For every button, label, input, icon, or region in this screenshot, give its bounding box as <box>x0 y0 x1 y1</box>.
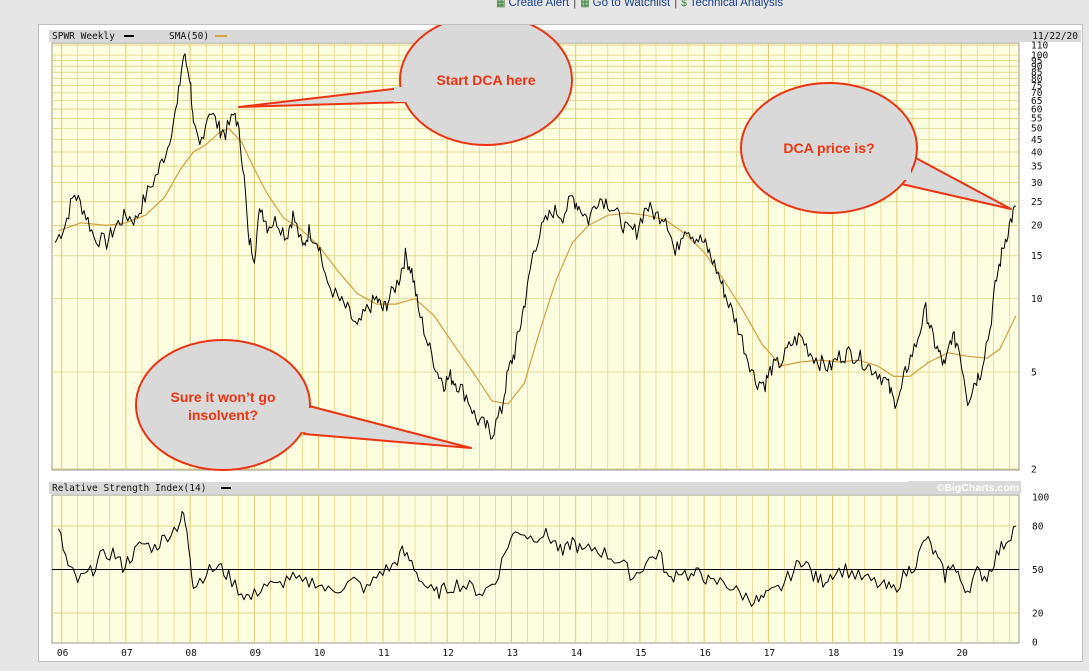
date-label: 11/22/20 <box>1032 31 1078 42</box>
callout-text-insolvent-line1: Sure it won’t go <box>171 389 276 405</box>
x-tick-label: 17 <box>764 648 775 659</box>
watchlist-link[interactable]: ▦ Go to Watchlist <box>580 0 670 9</box>
rsi-y-tick-label: 80 <box>1032 521 1044 532</box>
price-y-tick-label: 90 <box>1031 62 1043 73</box>
rsi-y-tick-label: 100 <box>1032 492 1049 503</box>
callout-insolvent: Sure it won’t go insolvent? <box>135 339 472 471</box>
x-tick-label: 19 <box>892 648 904 659</box>
price-y-tick-label: 50 <box>1031 124 1043 135</box>
top-link-bar: ▦ Create Alert | ▦ Go to Watchlist | $ Technica… <box>496 0 783 11</box>
callout-seam <box>291 408 313 432</box>
rsi-series-group <box>57 511 1016 607</box>
x-tick-label: 16 <box>699 648 711 659</box>
credit-strip <box>909 481 1021 494</box>
x-axis: 06 07 08 09 10 11 12 13 14 15 16 17 18 19 20 <box>57 648 968 659</box>
x-tick-label: 10 <box>314 648 326 659</box>
price-y-tick-label: 5 <box>1031 367 1037 378</box>
callout-bubble <box>740 82 918 214</box>
x-tick-label: 13 <box>507 648 518 659</box>
rsi-label: Relative Strength Index(14) <box>52 483 206 494</box>
rsi-panel-header <box>49 482 909 494</box>
price-y-tick-label: 60 <box>1031 104 1043 115</box>
x-tick-label: 09 <box>250 648 262 659</box>
price-series-line <box>54 53 1016 440</box>
callout-text-start-dca: Start DCA here <box>436 72 535 88</box>
callout-bubble <box>135 339 311 471</box>
link-separator: | <box>573 0 577 9</box>
technical-analysis-label: Technical Analysis <box>689 0 784 9</box>
price-grid <box>52 43 1019 470</box>
price-y-tick-label: 2 <box>1031 464 1037 475</box>
symbol-label: SPWR Weekly <box>52 31 115 42</box>
price-y-tick-label: 65 <box>1031 96 1042 107</box>
callout-dca-price: DCA price is? <box>740 82 1012 214</box>
callout-start-dca: Start DCA here <box>238 25 573 146</box>
x-tick-label: 12 <box>442 648 453 659</box>
price-y-tick-label: 85 <box>1031 68 1042 79</box>
callout-bubble <box>399 25 573 146</box>
callout-seam <box>394 87 416 102</box>
price-y-tick-label: 15 <box>1031 251 1042 262</box>
x-tick-label: 18 <box>828 648 840 659</box>
bigcharts-credit: ©BigCharts.com <box>937 482 1019 494</box>
callout-text-insolvent-line2: insolvent? <box>188 407 258 423</box>
create-alert-link[interactable]: ▦ Create Alert <box>496 0 569 9</box>
rsi-grid <box>52 495 1019 643</box>
price-series-group <box>54 53 1017 440</box>
link-separator: | <box>674 0 678 9</box>
dollar-icon: $ <box>681 0 687 9</box>
price-y-axis: 1101009590858075706560555045403530252015… <box>1031 40 1048 475</box>
rsi-y-tick-label: 50 <box>1032 565 1044 576</box>
rsi-y-axis: 100 80 50 20 0 <box>1032 492 1049 648</box>
x-tick-label: 14 <box>571 648 583 659</box>
callout-seam <box>891 158 911 180</box>
price-y-tick-label: 20 <box>1031 221 1043 232</box>
price-panel-header <box>49 30 1081 42</box>
x-tick-label: 11 <box>378 648 390 659</box>
price-y-tick-label: 75 <box>1031 81 1042 92</box>
price-y-tick-label: 25 <box>1031 197 1042 208</box>
rsi-series-line <box>57 511 1016 607</box>
rsi-y-tick-label: 0 <box>1032 637 1038 648</box>
price-y-tick-label: 100 <box>1031 50 1048 61</box>
x-tick-label: 06 <box>57 648 69 659</box>
price-y-tick-label: 95 <box>1031 56 1042 67</box>
sma-label: SMA(50) <box>169 31 209 42</box>
price-y-tick-label: 70 <box>1031 88 1043 99</box>
technical-analysis-link[interactable]: $ Technical Analysis <box>681 0 783 9</box>
rsi-y-tick-label: 20 <box>1032 608 1044 619</box>
x-tick-label: 07 <box>121 648 132 659</box>
watchlist-label: Go to Watchlist <box>592 0 671 9</box>
x-tick-label: 08 <box>185 648 197 659</box>
price-y-tick-label: 55 <box>1031 114 1042 125</box>
create-alert-label: Create Alert <box>508 0 570 9</box>
callout-text-dca-price: DCA price is? <box>783 140 874 156</box>
price-y-tick-label: 45 <box>1031 135 1042 146</box>
x-tick-label: 20 <box>956 648 968 659</box>
grid-icon: ▦ <box>580 0 590 9</box>
x-tick-label: 15 <box>635 648 646 659</box>
grid-icon: ▦ <box>496 0 506 9</box>
price-y-tick-label: 80 <box>1031 74 1043 85</box>
chart-frame: SPWR Weekly SMA(50) 11/22/20 110 100 95 90 8… <box>38 24 1083 662</box>
sma-series-line <box>58 127 1017 405</box>
price-y-tick-label: 10 <box>1031 294 1043 305</box>
price-y-tick-label: 40 <box>1031 147 1043 158</box>
price-y-tick-label: 35 <box>1031 161 1042 172</box>
price-y-tick-label: 110 <box>1031 40 1048 51</box>
chart-svg: SPWR Weekly SMA(50) 11/22/20 11010095908… <box>49 25 1081 659</box>
price-y-tick-label: 30 <box>1031 178 1043 189</box>
